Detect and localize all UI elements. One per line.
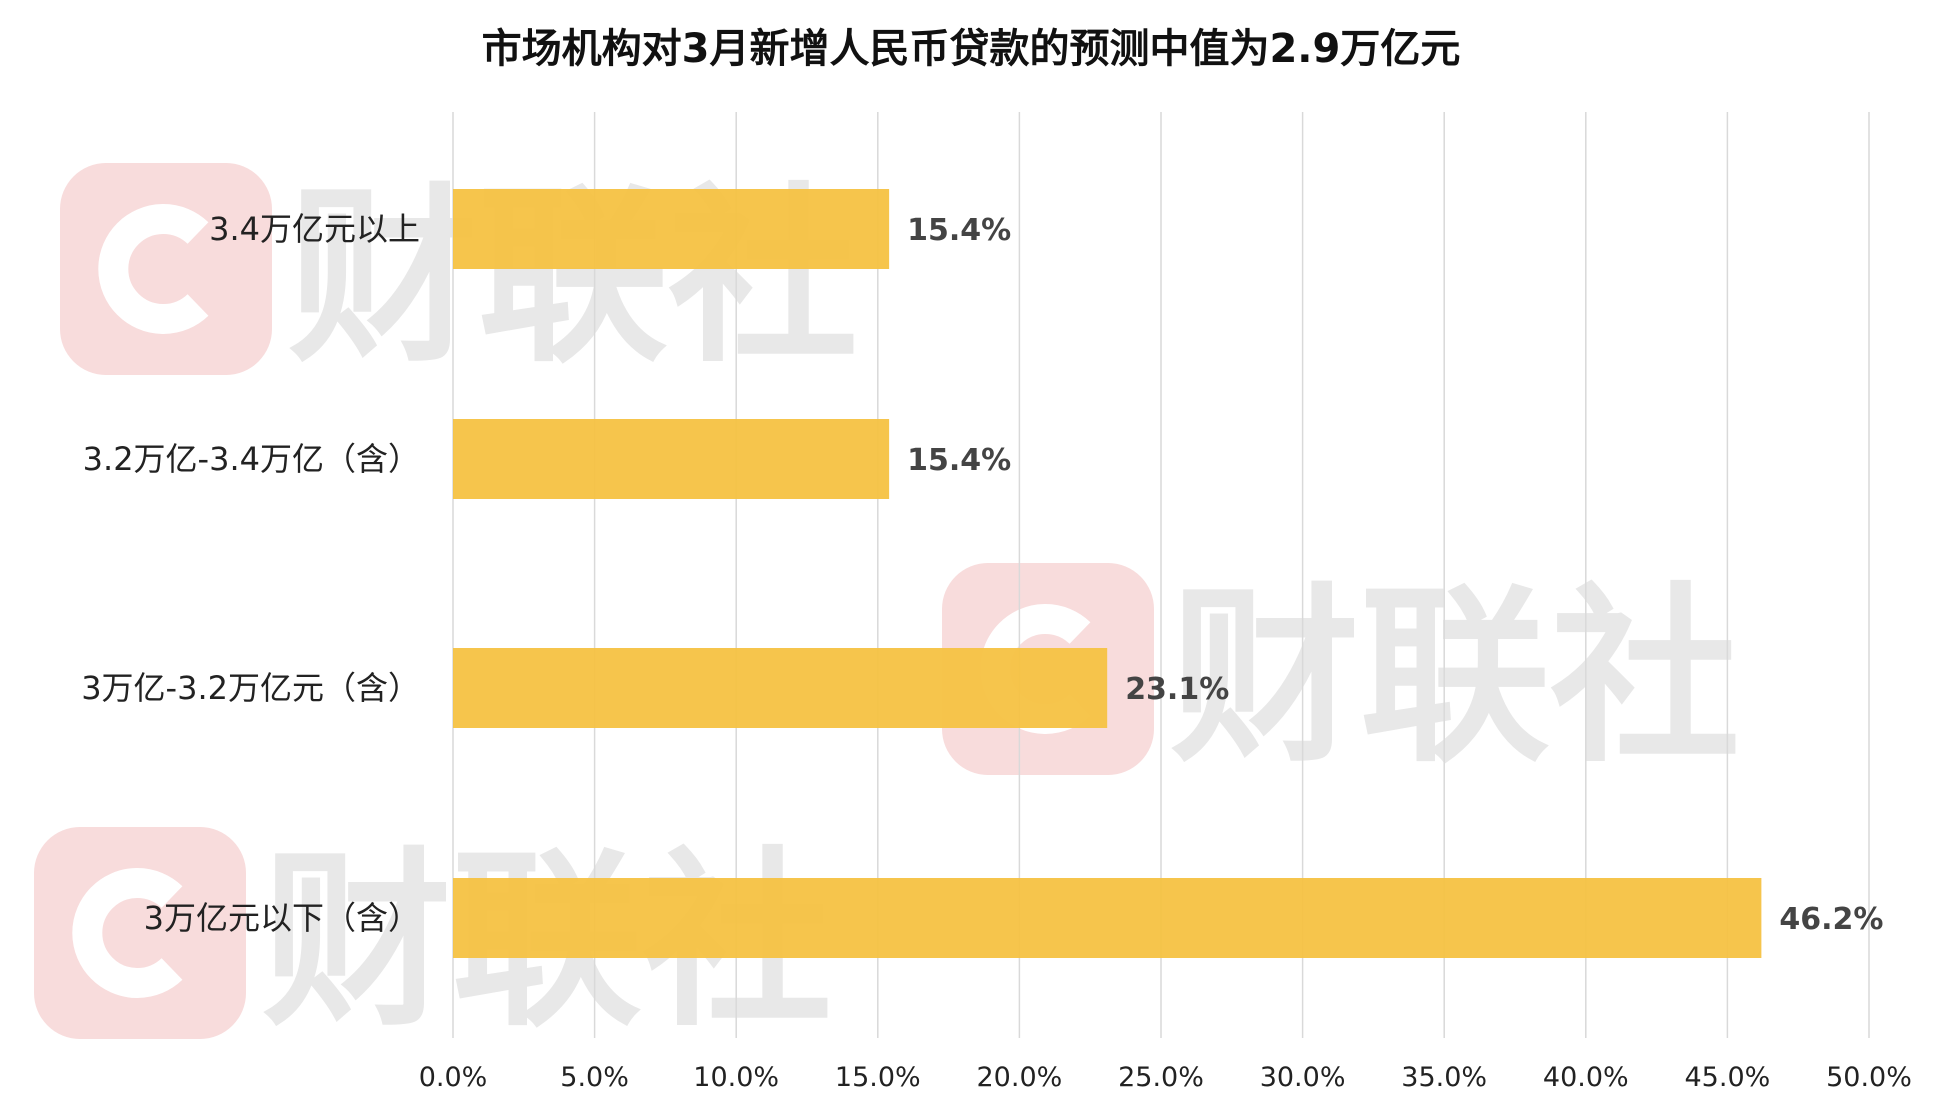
- x-tick-label: 50.0%: [1826, 1062, 1912, 1093]
- category-label: 3.2万亿-3.4万亿（含）: [83, 440, 420, 478]
- watermark-text: 财联社: [1170, 567, 1740, 788]
- category-label: 3万亿元以下（含）: [144, 899, 420, 937]
- bar: [453, 419, 889, 499]
- value-label: 15.4%: [907, 443, 1011, 478]
- value-label: 23.1%: [1125, 672, 1229, 707]
- bar: [453, 878, 1761, 958]
- x-axis-tick-labels: 0.0% 5.0% 10.0% 15.0% 20.0% 25.0% 30.0% 35.0% 40…: [419, 1062, 1912, 1093]
- x-tick-label: 0.0%: [419, 1062, 488, 1093]
- x-tick-label: 20.0%: [977, 1062, 1063, 1093]
- x-tick-label: 45.0%: [1685, 1062, 1771, 1093]
- bar: [453, 648, 1107, 728]
- chart-title: 市场机构对3月新增人民币贷款的预测中值为2.9万亿元: [482, 26, 1461, 72]
- cls-logo-icon: [60, 163, 272, 375]
- x-tick-label: 25.0%: [1118, 1062, 1204, 1093]
- x-tick-label: 30.0%: [1260, 1062, 1346, 1093]
- x-tick-label: 10.0%: [693, 1062, 779, 1093]
- x-tick-label: 5.0%: [560, 1062, 629, 1093]
- x-tick-label: 40.0%: [1543, 1062, 1629, 1093]
- x-tick-label: 15.0%: [835, 1062, 921, 1093]
- value-label: 15.4%: [907, 213, 1011, 248]
- x-tick-label: 35.0%: [1401, 1062, 1487, 1093]
- category-label: 3.4万亿元以上: [209, 210, 420, 248]
- value-label: 46.2%: [1779, 902, 1883, 937]
- category-label: 3万亿-3.2万亿元（含）: [81, 669, 420, 707]
- bar: [453, 189, 889, 269]
